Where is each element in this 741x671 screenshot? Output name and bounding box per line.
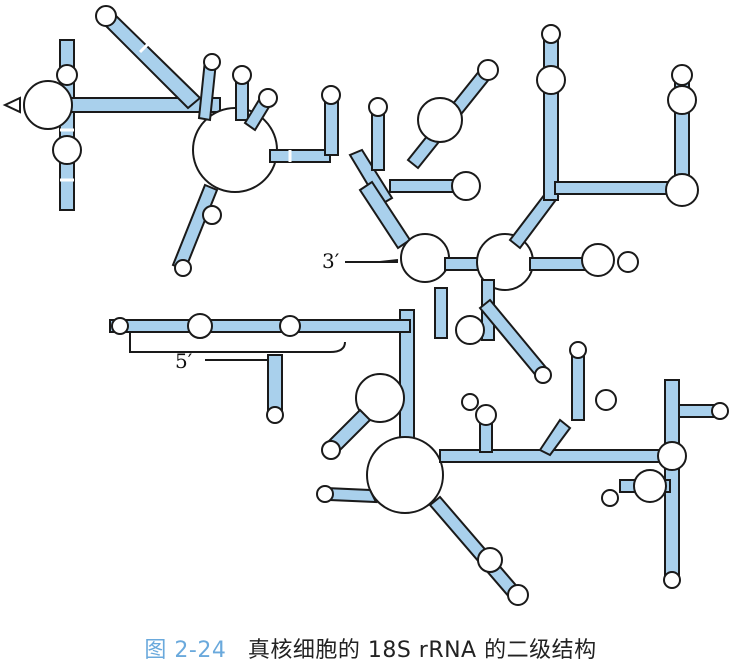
three-prime-label: 3′ <box>322 249 340 273</box>
domain-spine <box>321 309 415 461</box>
domain-upper-right <box>434 24 699 384</box>
figure-caption: 图 2-24 真核细胞的 18S rRNA 的二级结构 <box>0 632 741 664</box>
rrna-secondary-structure-diagram: .stem { fill: #a9d0ec; stroke: #1a1a1a; … <box>2 5 729 606</box>
figure-title: 真核细胞的 18S rRNA 的二级结构 <box>247 638 597 663</box>
domain-five-prime <box>109 313 411 424</box>
domain-upper-left <box>2 5 331 277</box>
domain-upper-middle <box>321 59 499 283</box>
figure-number: 图 2-24 <box>144 638 227 663</box>
domain-lower <box>316 341 729 606</box>
five-prime-label: 5′ <box>175 349 193 373</box>
